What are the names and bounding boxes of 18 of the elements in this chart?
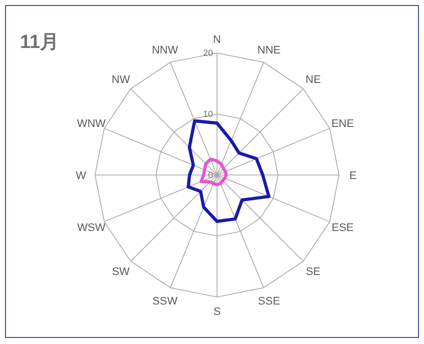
spoke-label: NNW	[152, 44, 179, 56]
chart-title: 11月	[20, 32, 60, 53]
spoke-label: ENE	[331, 118, 354, 130]
spoke-label: NNE	[257, 44, 281, 56]
spoke-label: S	[213, 306, 221, 318]
spoke-label: WNW	[76, 118, 106, 130]
y-tick-label: 0	[208, 170, 213, 180]
spoke-label: W	[76, 170, 87, 182]
spoke-label: SSW	[152, 296, 178, 308]
spoke-label: SSE	[258, 296, 280, 308]
spoke-label: ESE	[332, 222, 354, 234]
spoke-label: NE	[306, 74, 321, 86]
spoke-label: NW	[112, 74, 131, 86]
spoke-label: N	[213, 34, 222, 46]
spoke-label: WSW	[77, 222, 106, 234]
spoke-label: SE	[306, 266, 321, 278]
spoke-label: SW	[112, 266, 130, 278]
spoke-label: E	[349, 170, 357, 182]
